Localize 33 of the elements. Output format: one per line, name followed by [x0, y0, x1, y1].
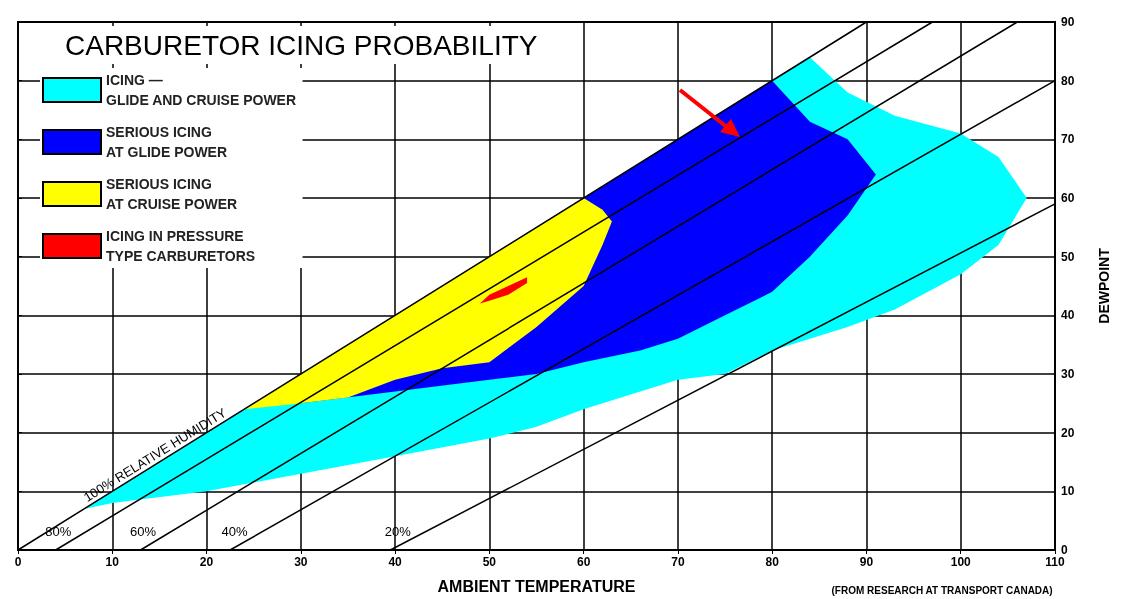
x-tick-label: 100 — [950, 555, 972, 569]
legend-label: ICING IN PRESSURE TYPE CARBURETORS — [106, 228, 256, 264]
y-tick-label: 90 — [1061, 15, 1075, 29]
x-tick-label: 60 — [576, 555, 591, 569]
x-tick-label: 0 — [14, 555, 22, 569]
x-tick-label: 40 — [388, 555, 403, 569]
text: (FROM RESEARCH AT TRANSPORT CANADA) — [831, 584, 1053, 596]
y-tick-label: 30 — [1061, 367, 1075, 381]
y-tick-label: 40 — [1061, 308, 1075, 323]
x-tick-label: 90 — [859, 555, 874, 569]
chart-title: CARBURETOR ICING PROBABILITY — [65, 29, 538, 61]
legend-label: ICING — GLIDE AND CRUISE POWER — [106, 72, 297, 108]
x-tick-label: 10 — [105, 555, 120, 569]
legend-label: SERIOUS ICING AT CRUISE POWER — [106, 176, 238, 212]
y-tick-label: 50 — [1061, 249, 1075, 264]
x-tick-label: 30 — [294, 555, 308, 569]
series-label: 60% — [130, 523, 157, 539]
x-tick-label: 50 — [482, 555, 497, 569]
series-label: 40% — [221, 523, 248, 539]
y-tick-label: 60 — [1061, 191, 1075, 205]
y-tick-label: 20 — [1061, 425, 1075, 440]
x-axis-title: AMBIENT TEMPERATURE — [437, 577, 636, 595]
y-tick-label: 10 — [1061, 484, 1075, 499]
x-tick-label: 20 — [199, 555, 214, 569]
x-tick-label: 110 — [1045, 555, 1066, 569]
y-tick-label: 80 — [1061, 73, 1075, 88]
series-label: 80% — [45, 523, 72, 539]
y-axis-title: DEWPOINT — [1096, 247, 1112, 324]
y-tick-label: 0 — [1061, 543, 1068, 557]
x-tick-label: 80 — [765, 555, 780, 569]
legend-label: SERIOUS ICING AT GLIDE POWER — [106, 124, 228, 160]
x-tick-label: 70 — [671, 555, 685, 569]
y-tick-label: 70 — [1061, 132, 1075, 147]
